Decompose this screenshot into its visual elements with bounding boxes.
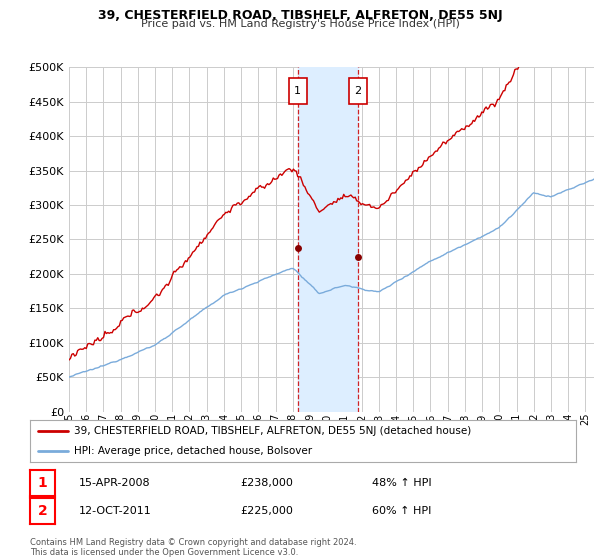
Text: HPI: Average price, detached house, Bolsover: HPI: Average price, detached house, Bols…: [74, 446, 312, 456]
Text: 1: 1: [38, 476, 47, 490]
Text: This data is licensed under the Open Government Licence v3.0.: This data is licensed under the Open Gov…: [30, 548, 298, 557]
Text: Contains HM Land Registry data © Crown copyright and database right 2024.: Contains HM Land Registry data © Crown c…: [30, 538, 356, 547]
Text: 60% ↑ HPI: 60% ↑ HPI: [372, 506, 431, 516]
Text: 39, CHESTERFIELD ROAD, TIBSHELF, ALFRETON, DE55 5NJ (detached house): 39, CHESTERFIELD ROAD, TIBSHELF, ALFRETO…: [74, 426, 471, 436]
Text: 12-OCT-2011: 12-OCT-2011: [79, 506, 152, 516]
Text: 39, CHESTERFIELD ROAD, TIBSHELF, ALFRETON, DE55 5NJ: 39, CHESTERFIELD ROAD, TIBSHELF, ALFRETO…: [98, 9, 502, 22]
Text: 48% ↑ HPI: 48% ↑ HPI: [372, 478, 431, 488]
Text: £238,000: £238,000: [240, 478, 293, 488]
FancyBboxPatch shape: [349, 78, 367, 104]
Text: 1: 1: [294, 86, 301, 96]
Text: Price paid vs. HM Land Registry's House Price Index (HPI): Price paid vs. HM Land Registry's House …: [140, 19, 460, 29]
Text: 15-APR-2008: 15-APR-2008: [79, 478, 151, 488]
Bar: [298, 67, 358, 412]
Text: 2: 2: [38, 504, 47, 518]
Text: £225,000: £225,000: [240, 506, 293, 516]
FancyBboxPatch shape: [289, 78, 307, 104]
Text: 2: 2: [355, 86, 362, 96]
